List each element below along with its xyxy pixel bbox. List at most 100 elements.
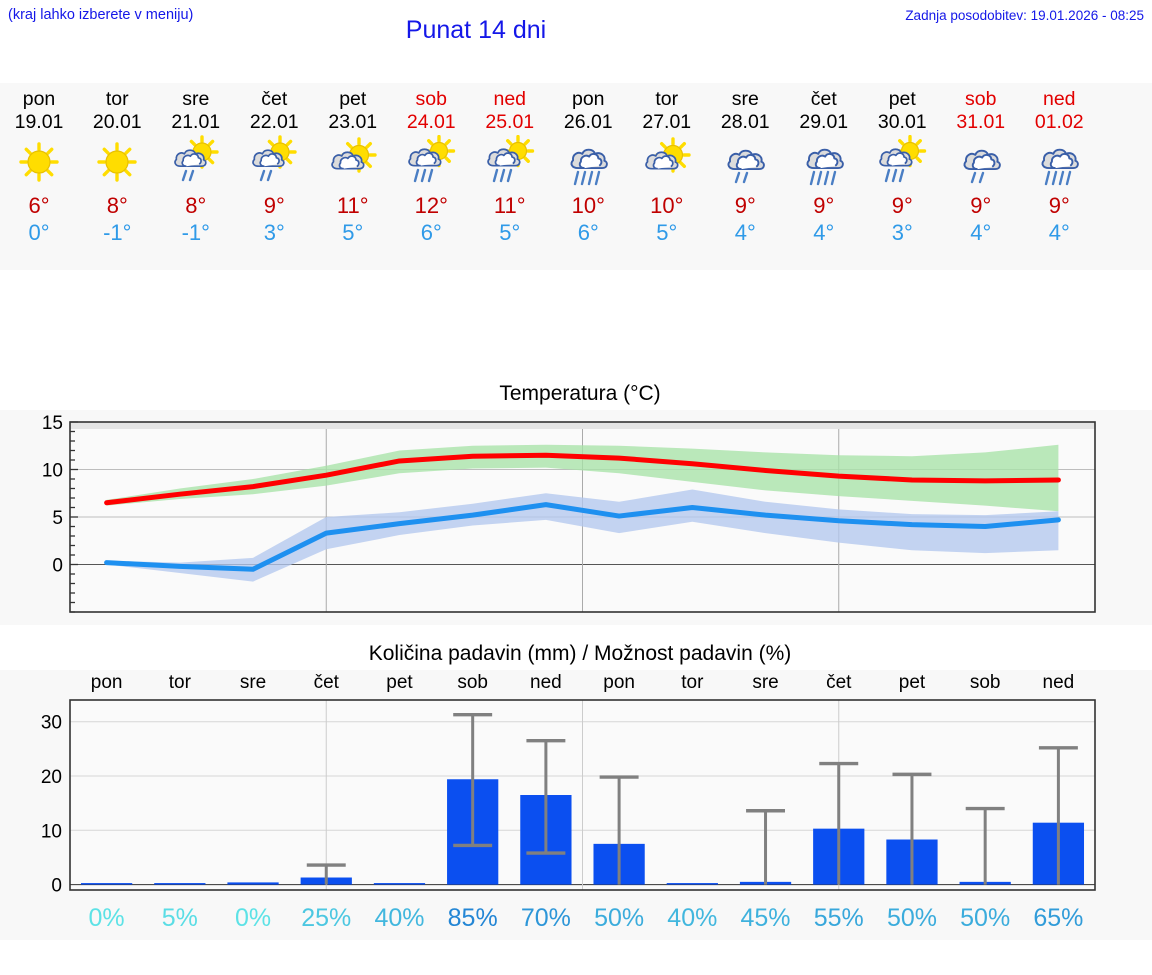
- day-column-9[interactable]: sre 28.01 9° 4°: [706, 83, 785, 270]
- sun-cloud-rain-icon: [487, 135, 534, 183]
- day-date: 20.01: [92, 111, 142, 133]
- day-name: pet: [888, 88, 916, 110]
- precip-day-label: sre: [240, 672, 266, 693]
- day-date: 24.01: [406, 111, 456, 133]
- temperature-min: 5°: [499, 220, 521, 245]
- precip-day-label: čet: [314, 672, 340, 693]
- precip-probability-label: 65%: [1033, 904, 1083, 932]
- day-column-1[interactable]: tor 20.01 8° -1°: [78, 83, 157, 270]
- precip-y-tick: 0: [51, 876, 62, 897]
- precip-probability-label: 5%: [162, 904, 198, 932]
- weather-icon-wrap: [471, 134, 550, 192]
- cloud-rain-icon: [806, 148, 844, 186]
- precip-y-tick: 20: [41, 767, 62, 788]
- weather-icon-wrap: [1020, 134, 1099, 192]
- day-name: pon: [571, 88, 605, 110]
- precip-probability-label: 55%: [814, 904, 864, 932]
- day-date: 01.02: [1034, 111, 1084, 133]
- day-column-10[interactable]: čet 29.01 9° 4°: [785, 83, 864, 270]
- day-column-4[interactable]: pet 23.01 11° 5°: [314, 83, 393, 270]
- day-column-12[interactable]: sob 31.01 9° 4°: [942, 83, 1021, 270]
- temperature-min: 3°: [263, 220, 285, 245]
- day-column-11[interactable]: pet 30.01 9° 3°: [863, 83, 942, 270]
- precip-day-label: sob: [457, 672, 488, 693]
- day-date: 25.01: [485, 111, 535, 133]
- day-name: sob: [415, 88, 447, 110]
- sun-cloud-icon: [645, 137, 691, 173]
- day-name: ned: [1042, 88, 1076, 110]
- temperature-min: 4°: [734, 220, 756, 245]
- weather-icon-wrap: [863, 134, 942, 192]
- temperature-max: 9°: [813, 193, 835, 218]
- cloud-light-rain-icon: [963, 149, 1001, 184]
- temperature-min: -1°: [181, 220, 210, 245]
- temp-y-tick: 15: [42, 413, 63, 434]
- day-column-5[interactable]: sob 24.01 12° 6°: [392, 83, 471, 270]
- menu-hint: (kraj lahko izberete v meniju): [8, 7, 194, 23]
- day-name: pet: [339, 88, 367, 110]
- day-column-7[interactable]: pon 26.01 10° 6°: [549, 83, 628, 270]
- day-date: 23.01: [328, 111, 378, 133]
- sun-cloud-rain-icon: [408, 135, 456, 183]
- sun-cloud-rain-icon: [879, 135, 927, 183]
- precip-day-label: tor: [681, 672, 704, 693]
- precipitation-chart: Količina padavin (mm) / Možnost padavin …: [0, 640, 1152, 940]
- weather-icon-wrap: [785, 134, 864, 192]
- weather-icon-wrap: [314, 134, 393, 192]
- precip-day-label: ned: [1043, 672, 1075, 693]
- day-column-13[interactable]: ned 01.02 9° 4°: [1020, 83, 1099, 270]
- weather-icon-wrap: [628, 134, 707, 192]
- temperature-max: 6°: [28, 193, 50, 218]
- day-column-2[interactable]: sre 21.01 8° -1°: [157, 83, 236, 270]
- temperature-max: 10°: [571, 193, 605, 218]
- day-date: 21.01: [171, 111, 221, 133]
- precip-probability-label: 0%: [89, 904, 125, 932]
- precip-probability-label: 25%: [301, 904, 351, 932]
- temperature-min: 6°: [420, 220, 442, 245]
- temperature-max: 9°: [1048, 193, 1070, 218]
- precip-probability-label: 50%: [960, 904, 1010, 932]
- day-name: ned: [493, 88, 527, 110]
- day-date: 31.01: [956, 111, 1006, 133]
- temperature-min: 5°: [656, 220, 678, 245]
- day-name: čet: [261, 88, 288, 110]
- temperature-max: 11°: [493, 193, 526, 218]
- day-column-6[interactable]: ned 25.01 11° 5°: [471, 83, 550, 270]
- cloud-rain-icon: [1041, 148, 1080, 186]
- temperature-max: 9°: [891, 193, 913, 218]
- precipitation-plot: pon tor sre čet pet sob ned pon tor sre čet pet sob n…: [41, 672, 1096, 932]
- day-column-3[interactable]: čet 22.01 9° 3°: [235, 83, 314, 270]
- page-title: Punat 14 dni: [405, 16, 547, 44]
- temp-y-tick: 0: [52, 556, 63, 577]
- sun-cloud-light-rain-icon: [173, 135, 219, 182]
- precip-bar: [154, 883, 206, 885]
- temperature-min: 4°: [813, 220, 835, 245]
- sunny-icon: [19, 142, 59, 182]
- day-name: čet: [810, 88, 837, 110]
- temperature-min: 3°: [891, 220, 913, 245]
- day-column-0[interactable]: pon 19.01 6° 0°: [0, 83, 78, 270]
- precip-bar: [373, 883, 426, 885]
- temperature-max: 10°: [650, 193, 684, 218]
- day-name: sre: [182, 88, 210, 110]
- precip-day-label: pet: [899, 672, 926, 693]
- temperature-max: 8°: [185, 193, 207, 218]
- precip-probability-label: 50%: [887, 904, 937, 932]
- weather-icon-wrap: [392, 134, 471, 192]
- weather-icon-wrap: [549, 134, 628, 192]
- precip-probability-label: 50%: [594, 904, 644, 932]
- precip-probability-label: 40%: [667, 904, 717, 932]
- day-column-8[interactable]: tor 27.01 10° 5°: [628, 83, 707, 270]
- day-name: tor: [105, 88, 129, 110]
- precip-probability-label: 45%: [741, 904, 791, 932]
- weather-icon-wrap: [78, 134, 157, 192]
- temperature-min: 0°: [28, 220, 50, 245]
- precip-bar: [666, 883, 718, 885]
- temp-y-tick: 10: [42, 461, 63, 482]
- weather-icon-wrap: [157, 134, 236, 192]
- weather-icon-wrap: [0, 134, 78, 192]
- sun-cloud-light-rain-icon: [252, 135, 297, 182]
- temperature-min: -1°: [103, 220, 132, 245]
- daily-forecast-strip: pon 19.01 6° 0° tor 20.01 8° -1° sre 21.01 8° -1° če…: [0, 83, 1152, 270]
